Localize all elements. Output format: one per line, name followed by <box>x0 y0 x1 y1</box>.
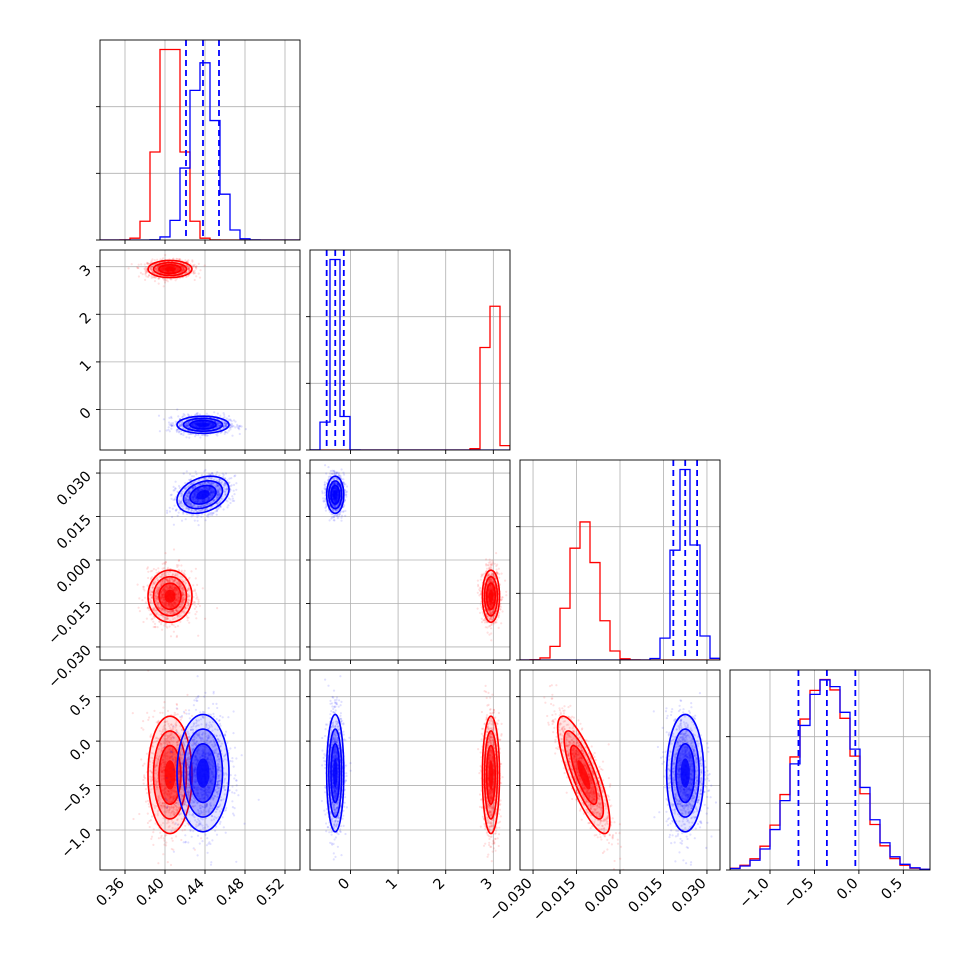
y-tick-label: 0 <box>77 405 95 423</box>
contour-series-1 <box>176 415 230 435</box>
contour-level-3 <box>488 760 494 790</box>
y-tick-label: 0.5 <box>67 692 95 720</box>
x-tick-label: 0.000 <box>582 876 623 917</box>
contour-level-3 <box>333 758 338 788</box>
y-tick-label: −0.030 <box>46 642 95 691</box>
contour-level-3 <box>680 758 690 788</box>
contour-level-3 <box>333 490 338 500</box>
y-tick-label: 3 <box>77 262 95 280</box>
x-tick-label: 0.48 <box>214 876 248 910</box>
contour-series-1 <box>176 713 230 833</box>
y-tick-label: 2 <box>77 310 95 328</box>
x-tick-label: 0.44 <box>174 876 208 910</box>
x-tick-label: −0.5 <box>781 876 817 912</box>
histogram-series-0 <box>310 305 510 450</box>
grid-lines <box>520 460 720 660</box>
x-tick-label: 0.015 <box>626 876 667 917</box>
panel-frame <box>309 669 511 871</box>
panel-1-0: 0 1 2 3 <box>77 249 301 454</box>
panel-frame <box>309 249 511 451</box>
contour-level-3 <box>488 589 494 603</box>
x-tick-label: −0.015 <box>530 876 579 925</box>
panel-3-2: −0.030−0.015 0.000 0.015 0.030 <box>487 669 721 925</box>
panel-frame <box>99 249 301 451</box>
histogram-series-1 <box>730 679 930 870</box>
panel-frame <box>99 39 301 241</box>
contour-series-0 <box>147 259 193 279</box>
y-tick-label: 0.015 <box>54 512 95 553</box>
contour-level-3 <box>196 490 210 500</box>
y-tick-label: 0.030 <box>54 469 95 510</box>
x-tick-label: 0.36 <box>94 876 128 910</box>
contour-series-0 <box>481 569 501 624</box>
y-tick-label: 1 <box>77 357 95 375</box>
panel-3-0: 0.36 0.40 0.44 0.48 0.52 −1.0 −0.5 0.0 0.5 <box>59 669 301 910</box>
y-tick-label: −1.0 <box>59 826 95 862</box>
contour-series-1 <box>665 713 705 833</box>
panel-2-2 <box>516 459 721 664</box>
panel-3-1: 0 1 2 3 <box>306 669 511 894</box>
grid-lines <box>100 40 300 240</box>
panel-1-1 <box>306 249 511 454</box>
contour-series-1 <box>325 475 345 515</box>
contour-series-0 <box>481 715 501 835</box>
x-tick-label: −0.030 <box>487 876 536 925</box>
x-tick-label: 2 <box>431 876 449 894</box>
contour-level-3 <box>164 760 176 790</box>
grid-lines <box>310 460 510 660</box>
panel-0-0 <box>96 39 301 244</box>
x-tick-label: 0.0 <box>834 876 862 904</box>
histogram-series-0 <box>520 521 720 660</box>
contour-series-1 <box>176 475 230 515</box>
y-tick-label: 0.0 <box>67 737 95 765</box>
panel-2-1 <box>306 459 511 664</box>
contour-level-3 <box>164 266 176 272</box>
y-tick-label: −0.5 <box>59 781 95 817</box>
panel-frame <box>99 669 301 871</box>
contour-level-3 <box>196 758 210 788</box>
contour-level-3 <box>164 589 176 603</box>
x-tick-label: 0.40 <box>134 876 168 910</box>
x-tick-label: 0.52 <box>254 876 288 910</box>
contour-level-3 <box>196 422 210 427</box>
grid-lines <box>730 670 930 870</box>
contour-series-0 <box>556 715 611 835</box>
contour-series-1 <box>325 713 345 833</box>
x-tick-label: 0.030 <box>669 876 710 917</box>
panel-frame <box>729 669 931 871</box>
x-tick-label: 1 <box>383 876 401 894</box>
histogram-series-0 <box>730 678 930 870</box>
y-tick-label: −0.015 <box>46 599 95 648</box>
contour-level-3 <box>577 760 591 790</box>
x-tick-label: −1.0 <box>737 876 773 912</box>
x-tick-label: 0 <box>335 876 353 894</box>
y-tick-label: 0.000 <box>54 556 95 597</box>
x-tick-label: 0.5 <box>879 876 907 904</box>
contour-series-0 <box>147 569 193 624</box>
panel-3-3: −1.0 −0.5 0.0 0.5 <box>726 669 931 912</box>
x-tick-label: 3 <box>478 876 496 894</box>
histogram-series-1 <box>520 468 720 660</box>
histogram-series-1 <box>100 62 300 240</box>
histogram-series-1 <box>310 258 510 450</box>
